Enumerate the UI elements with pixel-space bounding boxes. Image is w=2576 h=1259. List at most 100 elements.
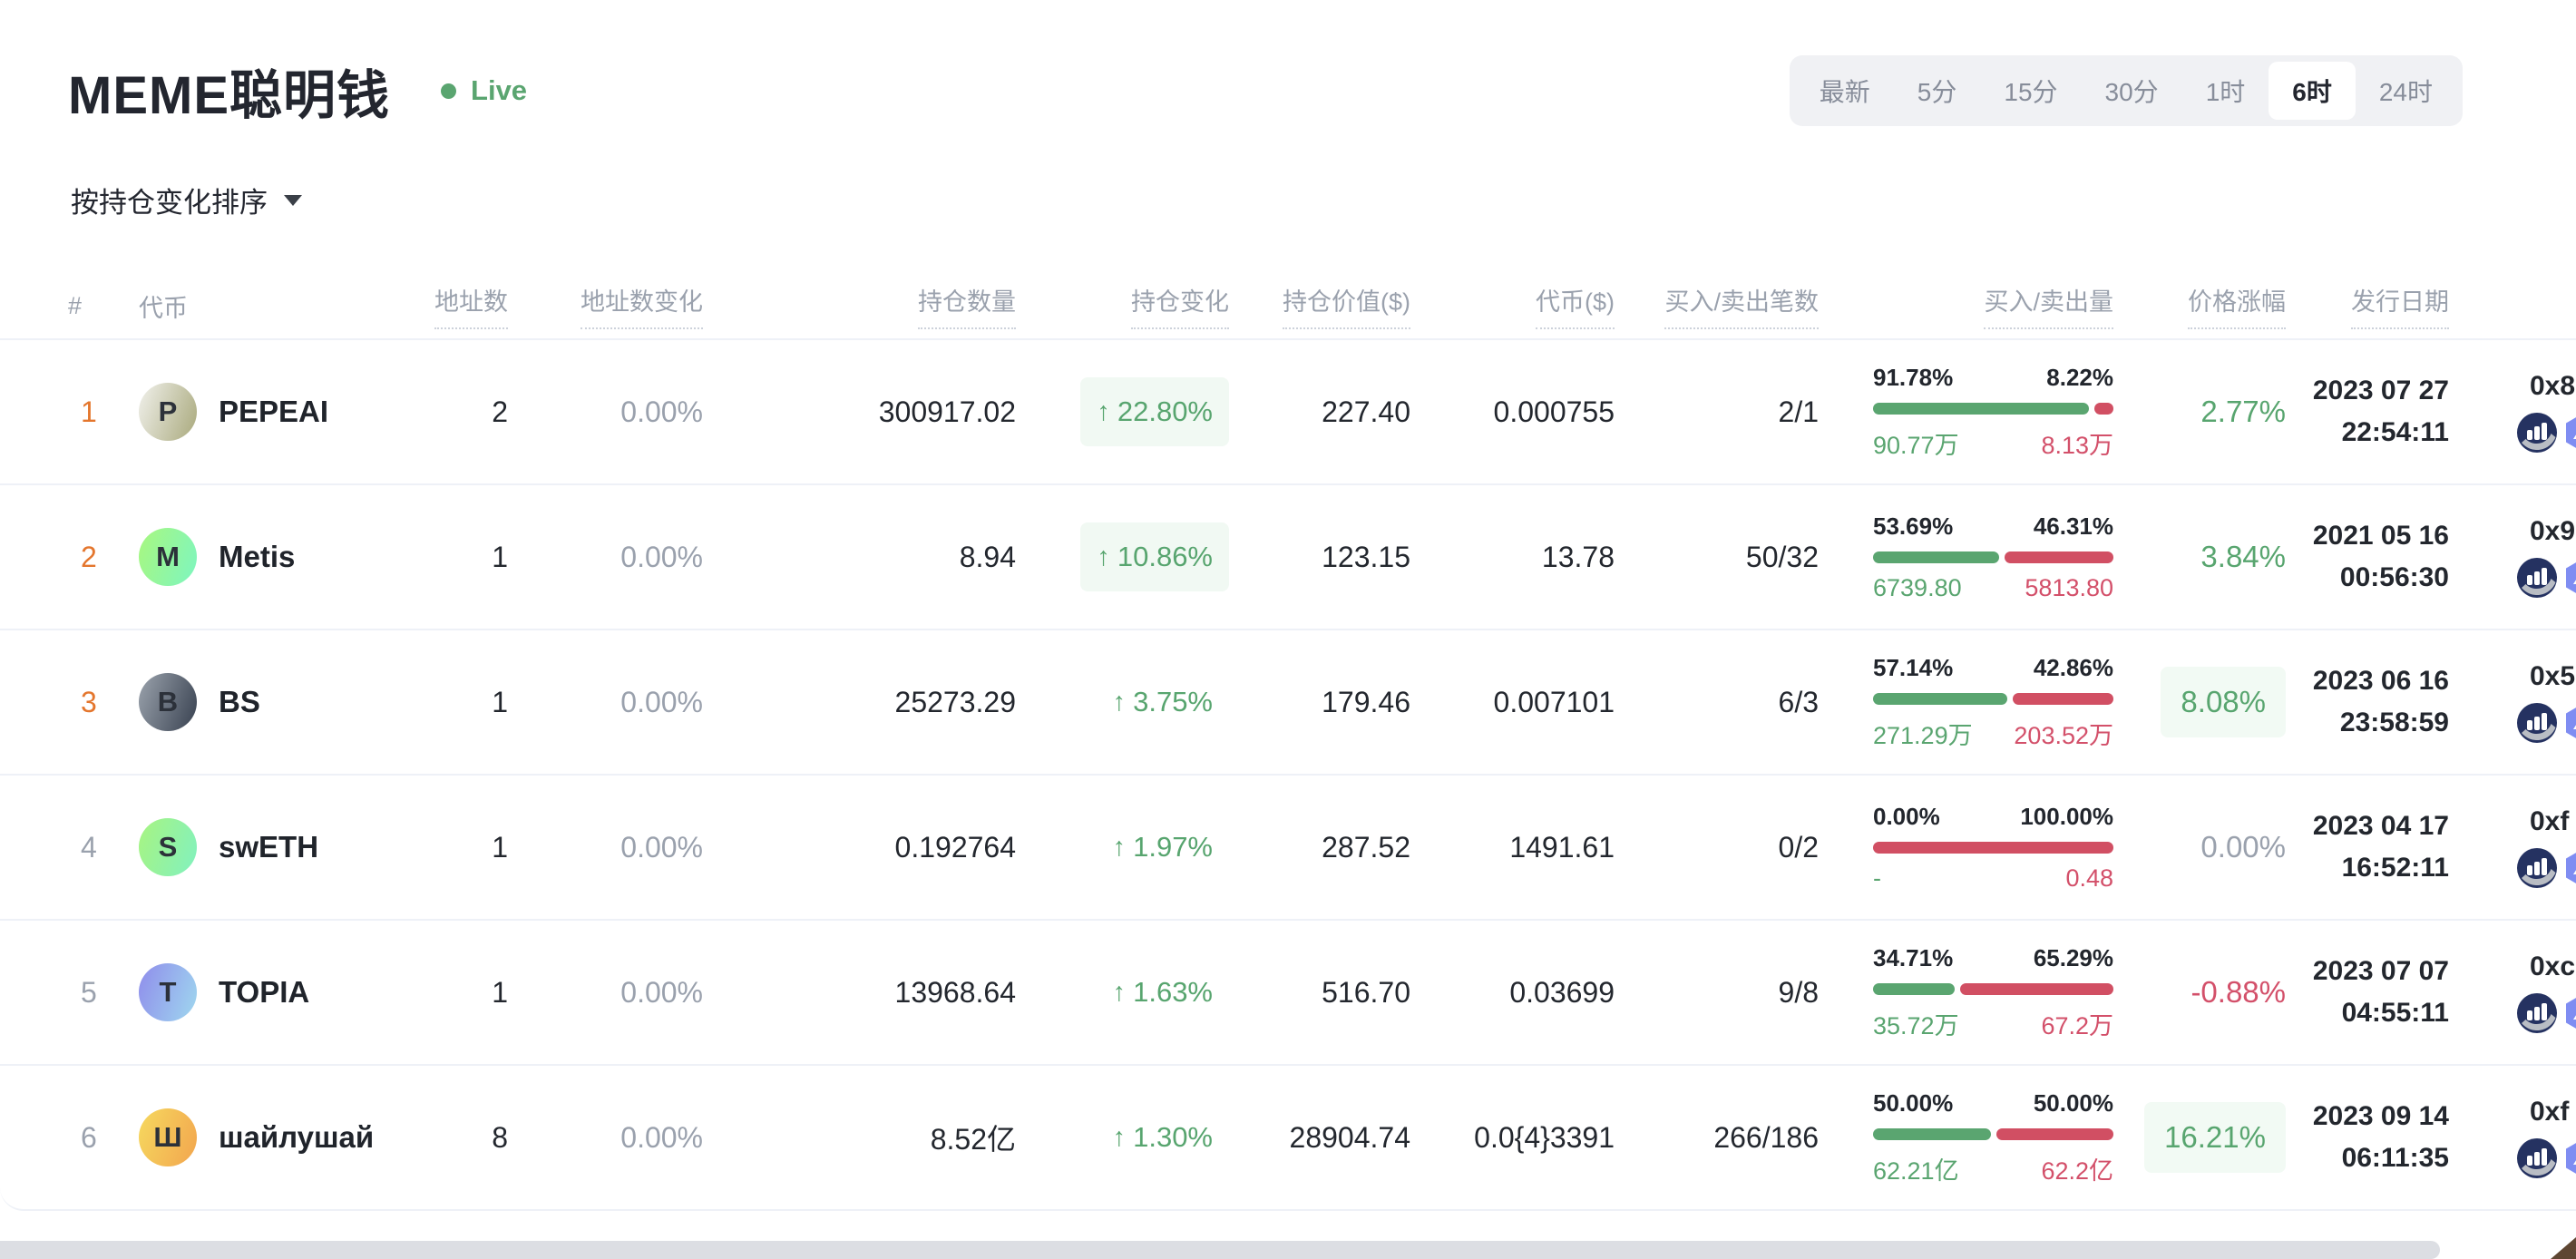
- buy-pct: 0.00%: [1873, 802, 1940, 830]
- time-filter-option-1[interactable]: 5分: [1917, 78, 1957, 106]
- token-name: TOPIA: [219, 975, 310, 1009]
- hexagon-explorer-icon[interactable]: [2562, 993, 2576, 1033]
- token-name: Metis: [219, 540, 296, 573]
- live-badge: Live: [441, 74, 527, 107]
- price-change-cell: -0.88%: [2136, 975, 2308, 1010]
- col-token: 代币: [139, 294, 188, 322]
- buy-amount: 271.29万: [1873, 721, 1973, 749]
- holding-change-cell: ↑ 1.63%: [1034, 958, 1247, 1027]
- buy-sell-txns-value: 0/2: [1778, 830, 1819, 864]
- price-change: 3.84%: [2200, 540, 2286, 573]
- col-address-change[interactable]: 地址数变化: [526, 282, 721, 329]
- up-arrow-icon: ↑: [1112, 1122, 1127, 1152]
- buy-sell-txns-value: 266/186: [1713, 1120, 1819, 1154]
- launch-date: 2021 05 16: [2312, 520, 2449, 551]
- rank: 2: [81, 540, 97, 573]
- hexagon-explorer-icon[interactable]: [2562, 848, 2576, 888]
- holding-change-cell: ↑ 3.75%: [1034, 668, 1247, 737]
- address-cell: 0x8: [2472, 371, 2576, 453]
- bar-chart-badge-icon[interactable]: [2517, 558, 2557, 598]
- bar-chart-badge-icon[interactable]: [2517, 413, 2557, 453]
- address-link[interactable]: 0x8: [2530, 371, 2576, 401]
- token-name: PEPEAI: [219, 395, 329, 428]
- address-change-value: 0.00%: [620, 975, 703, 1009]
- col-holding-value[interactable]: 持仓价值($): [1247, 282, 1429, 329]
- launch-time: 23:58:59: [2339, 708, 2449, 737]
- rank: 4: [81, 830, 97, 864]
- sell-amount: 67.2万: [2041, 1011, 2113, 1039]
- token-cell: S swETH: [113, 818, 404, 876]
- buy-sell-bar: [1873, 1127, 2113, 1140]
- addresses-value: 1: [492, 830, 508, 864]
- address-cell: 0xf: [2472, 806, 2576, 888]
- price-change: 2.77%: [2200, 395, 2286, 428]
- token-price-value: 0.03699: [1509, 975, 1615, 1009]
- buy-sell-volume-block: 57.14% 42.86% 271.29万 203.52万: [1873, 654, 2113, 751]
- token-price-value: 0.007101: [1493, 685, 1615, 718]
- sell-amount: 62.2亿: [2041, 1157, 2113, 1185]
- page-header: MEME聪明钱 Live 最新 5分 15分 30分 1时 6时 24时: [0, 0, 2576, 129]
- sell-amount: 0.48: [2065, 864, 2113, 892]
- time-filter-option-5[interactable]: 6时: [2269, 62, 2356, 120]
- bar-chart-badge-icon[interactable]: [2517, 993, 2557, 1033]
- launch-date: 2023 07 07: [2312, 955, 2449, 986]
- sell-bar: [1995, 1127, 2113, 1140]
- horizontal-scrollbar-thumb[interactable]: [0, 1241, 2440, 1259]
- bar-chart-badge-icon[interactable]: [2517, 1138, 2557, 1178]
- sort-control[interactable]: 按持仓变化排序: [71, 180, 2576, 220]
- buy-sell-volume-block: 34.71% 65.29% 35.72万 67.2万: [1873, 944, 2113, 1041]
- sell-bar: [1959, 982, 2113, 995]
- buy-pct: 34.71%: [1873, 943, 1954, 971]
- address-link[interactable]: 0x9: [2530, 516, 2576, 546]
- buy-sell-txns-value: 9/8: [1778, 975, 1819, 1009]
- price-change-cell: 0.00%: [2136, 830, 2308, 864]
- table-row[interactable]: 1 P PEPEAI 2 0.00% 300917.02 ↑ 22.80% 22…: [0, 338, 2576, 483]
- sell-pct: 50.00%: [2033, 1088, 2113, 1117]
- token-avatar: B: [139, 673, 197, 731]
- token-price-value: 1491.61: [1509, 830, 1615, 864]
- time-filter-option-0[interactable]: 最新: [1819, 78, 1870, 106]
- token-price-value: 13.78: [1541, 540, 1615, 573]
- col-token-price[interactable]: 代币($): [1429, 282, 1633, 329]
- address-link[interactable]: 0xc: [2530, 952, 2576, 981]
- col-price-change[interactable]: 价格涨幅: [2136, 282, 2308, 329]
- hexagon-explorer-icon[interactable]: [2562, 1138, 2576, 1178]
- hexagon-explorer-icon[interactable]: [2562, 703, 2576, 743]
- holding-value: 287.52: [1322, 830, 1410, 864]
- col-addresses[interactable]: 地址数: [404, 282, 526, 329]
- time-filter-option-6[interactable]: 24时: [2378, 78, 2433, 106]
- holding-value: 516.70: [1322, 975, 1410, 1009]
- hexagon-explorer-icon[interactable]: [2562, 413, 2576, 453]
- hexagon-explorer-icon[interactable]: [2562, 558, 2576, 598]
- bar-chart-badge-icon[interactable]: [2517, 848, 2557, 888]
- time-filter-option-3[interactable]: 30分: [2104, 78, 2159, 106]
- buy-sell-volume-cell: 91.78% 8.22% 90.77万 8.13万: [1837, 364, 2136, 461]
- buy-sell-volume-cell: 0.00% 100.00% - 0.48: [1837, 803, 2136, 893]
- table-row[interactable]: 4 S swETH 1 0.00% 0.192764 ↑ 1.97% 287.5…: [0, 774, 2576, 919]
- address-link[interactable]: 0x5: [2530, 661, 2576, 691]
- buy-sell-volume-cell: 53.69% 46.31% 6739.80 5813.80: [1837, 512, 2136, 602]
- addresses-value: 1: [492, 975, 508, 1009]
- launch-time: 22:54:11: [2341, 417, 2449, 447]
- price-change-cell: 2.77%: [2136, 395, 2308, 429]
- time-filter-option-2[interactable]: 15分: [2004, 78, 2058, 106]
- table-row[interactable]: 5 T TOPIA 1 0.00% 13968.64 ↑ 1.63% 516.7…: [0, 919, 2576, 1064]
- holding-change-value: 3.75%: [1133, 686, 1213, 717]
- holding-qty-value: 300917.02: [878, 395, 1016, 428]
- col-buy-sell-volume[interactable]: 买入/卖出量: [1837, 282, 2136, 329]
- address-link[interactable]: 0xf: [2530, 1097, 2570, 1127]
- col-holding-change[interactable]: 持仓变化: [1034, 282, 1247, 329]
- table-row[interactable]: 2 M Metis 1 0.00% 8.94 ↑ 10.86% 123.15 1…: [0, 483, 2576, 629]
- up-arrow-icon: ↑: [1112, 977, 1127, 1007]
- col-holding-qty[interactable]: 持仓数量: [721, 282, 1034, 329]
- time-filter-option-4[interactable]: 1时: [2205, 78, 2246, 106]
- col-launch-date[interactable]: 发行日期: [2308, 282, 2472, 329]
- bar-chart-badge-icon[interactable]: [2517, 703, 2557, 743]
- col-buy-sell-txns[interactable]: 买入/卖出笔数: [1633, 282, 1837, 329]
- holding-qty-value: 8.94: [959, 540, 1016, 573]
- launch-time: 00:56:30: [2339, 562, 2449, 592]
- table-row[interactable]: 6 Ш шайлушай 8 0.00% 8.52亿 ↑ 1.30% 28904…: [0, 1064, 2576, 1209]
- table-row[interactable]: 3 B BS 1 0.00% 25273.29 ↑ 3.75% 179.46 0…: [0, 629, 2576, 774]
- address-link[interactable]: 0xf: [2530, 806, 2570, 836]
